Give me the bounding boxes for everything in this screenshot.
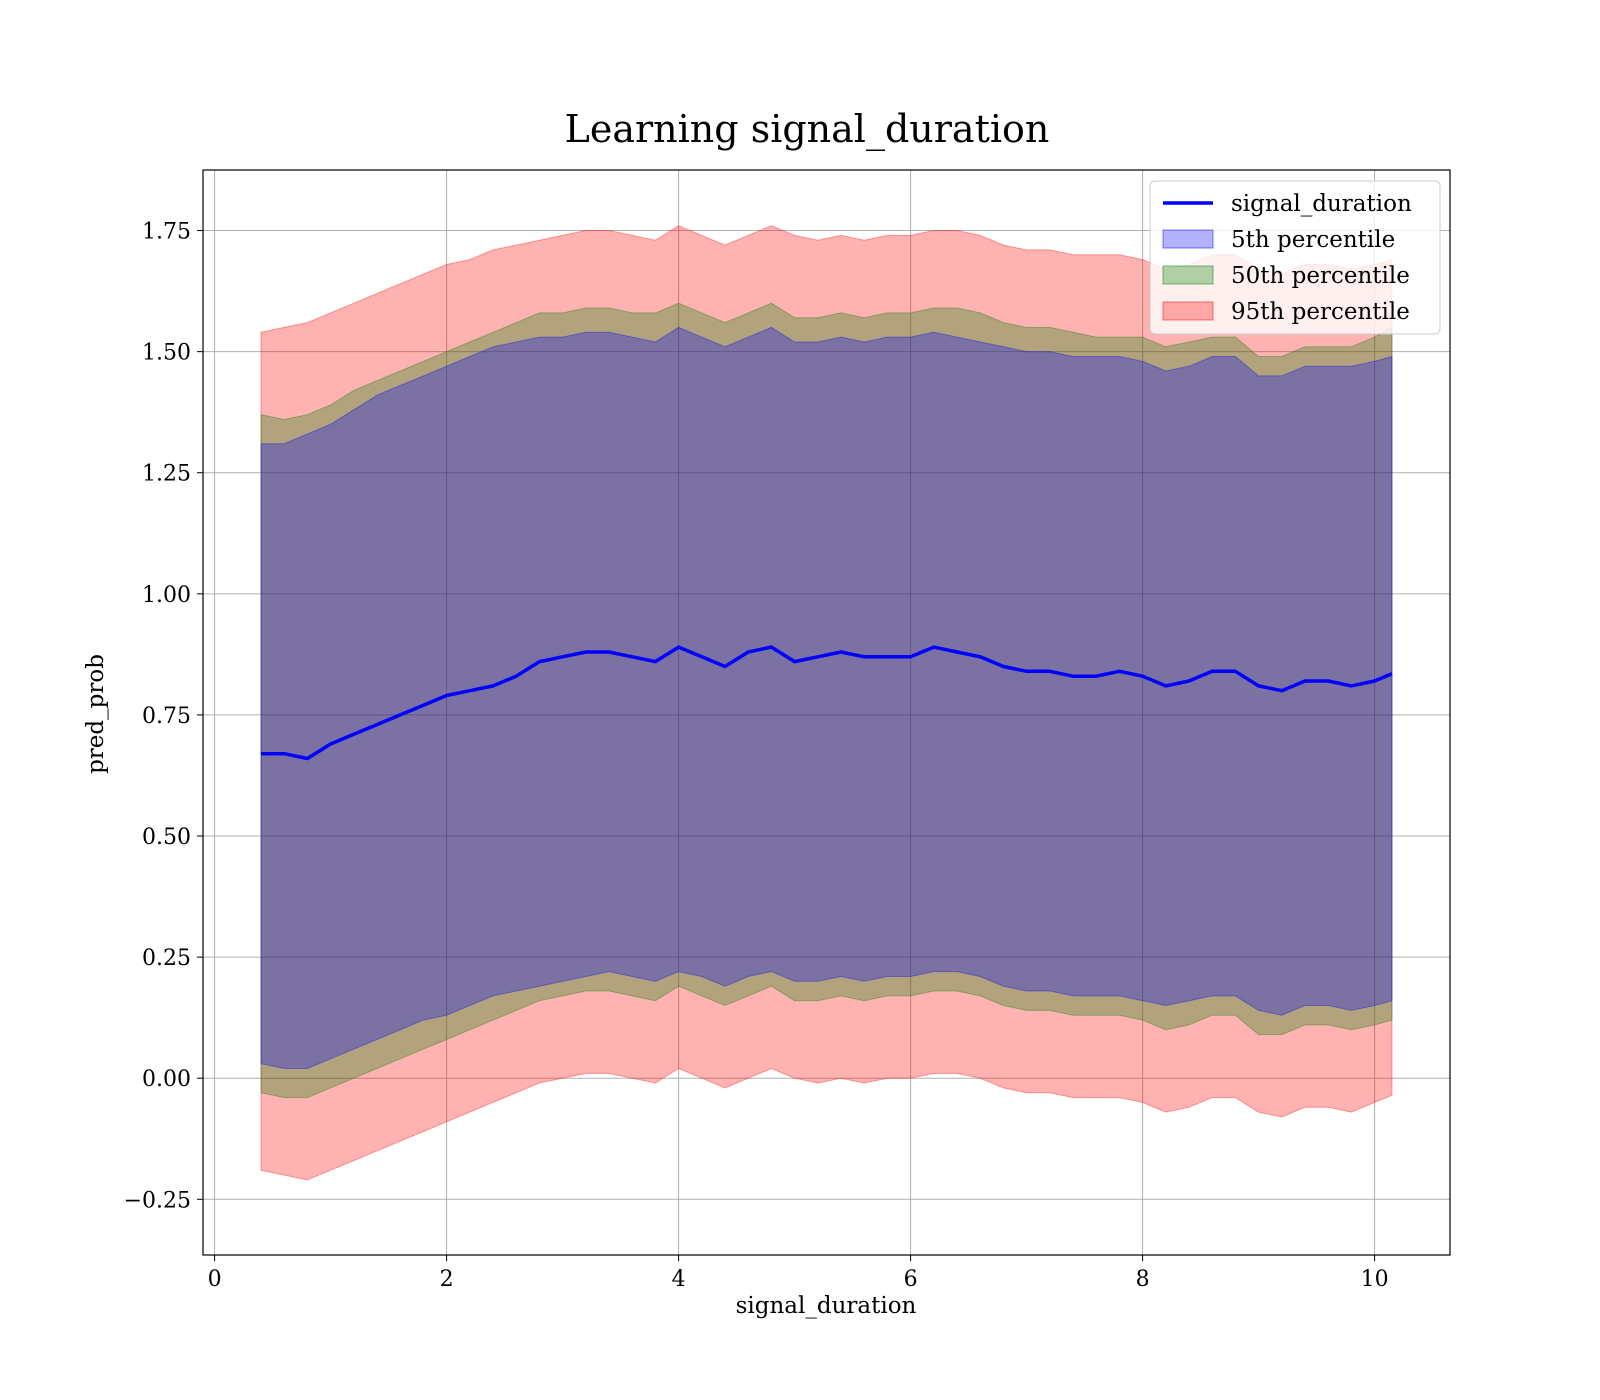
legend-swatch-95th-percentile <box>1162 301 1214 321</box>
percentile-bands <box>260 225 1393 1181</box>
grid <box>203 170 1450 1255</box>
legend-swatch-5th-percentile <box>1162 229 1214 249</box>
chart-title: Learning signal_duration <box>565 107 1050 152</box>
y-tick-label: −0.25 <box>124 1188 191 1213</box>
series-line-signal-duration <box>261 645 1393 761</box>
legend-label-5th-percentile: 5th percentile <box>1231 227 1395 253</box>
legend-label-signal-duration: signal_duration <box>1231 191 1412 217</box>
plot-frame <box>202 169 1451 1256</box>
legend-box <box>1149 180 1441 335</box>
legend-label-50th-percentile: 50th percentile <box>1231 263 1410 289</box>
y-tick-label: 0.25 <box>142 946 191 971</box>
y-tick-label: 0.50 <box>142 825 191 850</box>
band-95th-percentile <box>260 225 1393 1181</box>
y-tick-label: 1.75 <box>142 220 191 245</box>
series-lines <box>261 645 1393 761</box>
legend: signal_duration 5th percentile 50th percen… <box>1149 180 1441 335</box>
x-tick-label: 4 <box>672 1267 686 1292</box>
y-axis-label: pred_prob <box>83 654 109 774</box>
x-axis-label: signal_duration <box>736 1293 917 1319</box>
y-tick-label: 1.50 <box>142 341 191 366</box>
legend-label-95th-percentile: 95th percentile <box>1231 299 1410 325</box>
y-tick-label: 0.75 <box>142 704 191 729</box>
legend-swatch-50th-percentile <box>1162 265 1214 285</box>
y-tick-label: 1.00 <box>142 583 191 608</box>
band-50th-percentile <box>260 302 1393 1099</box>
y-axis-ticks: −0.25 0.00 0.25 0.50 0.75 1.00 1.25 1.50 1.75 <box>124 220 203 1213</box>
y-tick-label: 0.00 <box>142 1067 191 1092</box>
x-tick-label: 6 <box>904 1267 918 1292</box>
y-tick-label: 1.25 <box>142 462 191 487</box>
band-5th-percentile <box>260 326 1393 1069</box>
x-tick-label: 0 <box>208 1267 222 1292</box>
x-axis-ticks: 0 2 4 6 8 10 <box>208 1255 1389 1292</box>
x-tick-label: 10 <box>1361 1267 1389 1292</box>
x-tick-label: 2 <box>440 1267 454 1292</box>
x-tick-label: 8 <box>1136 1267 1150 1292</box>
